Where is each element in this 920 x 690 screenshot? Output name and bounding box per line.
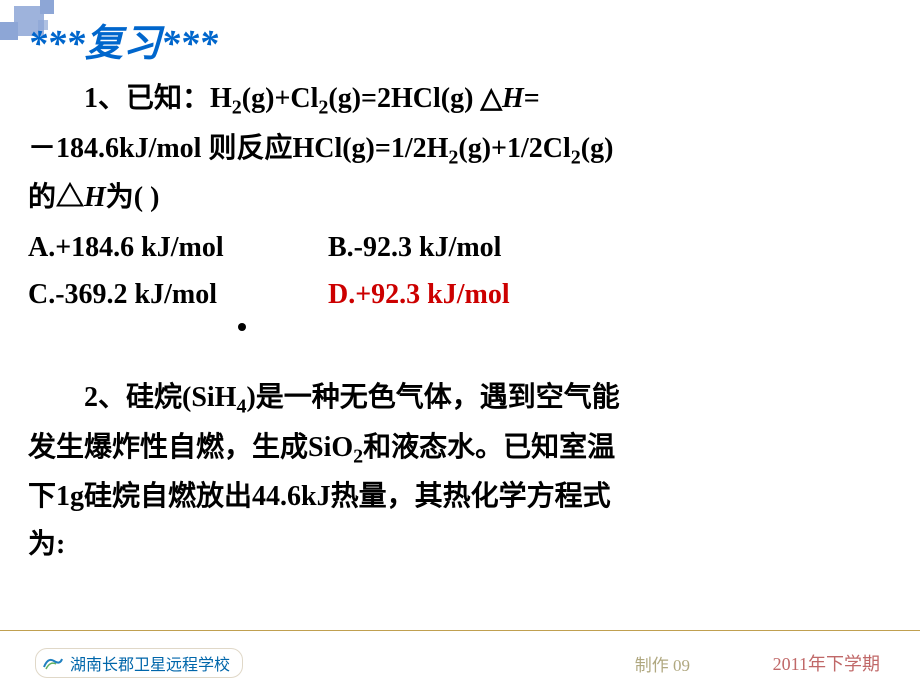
option-b: B.-92.3 kJ/mol <box>328 224 501 272</box>
slide-content: 1、已知：H2(g)+Cl2(g)=2HCl(g) △H= －184.6kJ/m… <box>28 75 892 568</box>
page-title: ***复习*** <box>28 12 218 67</box>
question-1: 1、已知：H2(g)+Cl2(g)=2HCl(g) △H= －184.6kJ/m… <box>28 75 892 222</box>
cursor-dot-icon <box>238 323 246 331</box>
q2-line2: 发生爆炸性自燃，生成SiO2和液态水。已知室温 <box>28 424 892 474</box>
option-c: C.-369.2 kJ/mol <box>28 271 328 319</box>
q2-line1: 2、硅烷(SiH4)是一种无色气体，遇到空气能 <box>28 374 892 424</box>
footer: 湖南长郡卫星远程学校 制作 09 2011年下学期 <box>0 630 920 690</box>
options-block: A.+184.6 kJ/mol B.-92.3 kJ/mol C.-369.2 … <box>28 224 892 319</box>
option-d-answer: D.+92.3 kJ/mol <box>328 271 510 319</box>
q2-line4: 为: <box>28 521 892 569</box>
q1-line1: 1、已知：H2(g)+Cl2(g)=2HCl(g) △H= <box>28 75 892 125</box>
option-a: A.+184.6 kJ/mol <box>28 224 328 272</box>
q1-line3: 的△H为( ) <box>28 174 892 222</box>
q1-line2: －184.6kJ/mol 则反应HCl(g)=1/2H2(g)+1/2Cl2(g… <box>28 125 892 175</box>
footer-logo: 湖南长郡卫星远程学校 <box>35 648 243 678</box>
q2-line3: 下1g硅烷自燃放出44.6kJ热量，其热化学方程式 <box>28 473 892 521</box>
footer-term: 2011年下学期 <box>773 650 880 676</box>
footer-maker: 制作 09 <box>635 651 690 676</box>
question-2: 2、硅烷(SiH4)是一种无色气体，遇到空气能 发生爆炸性自燃，生成SiO2和液… <box>28 374 892 568</box>
logo-swirl-icon <box>42 655 64 671</box>
school-name: 湖南长郡卫星远程学校 <box>70 651 230 675</box>
